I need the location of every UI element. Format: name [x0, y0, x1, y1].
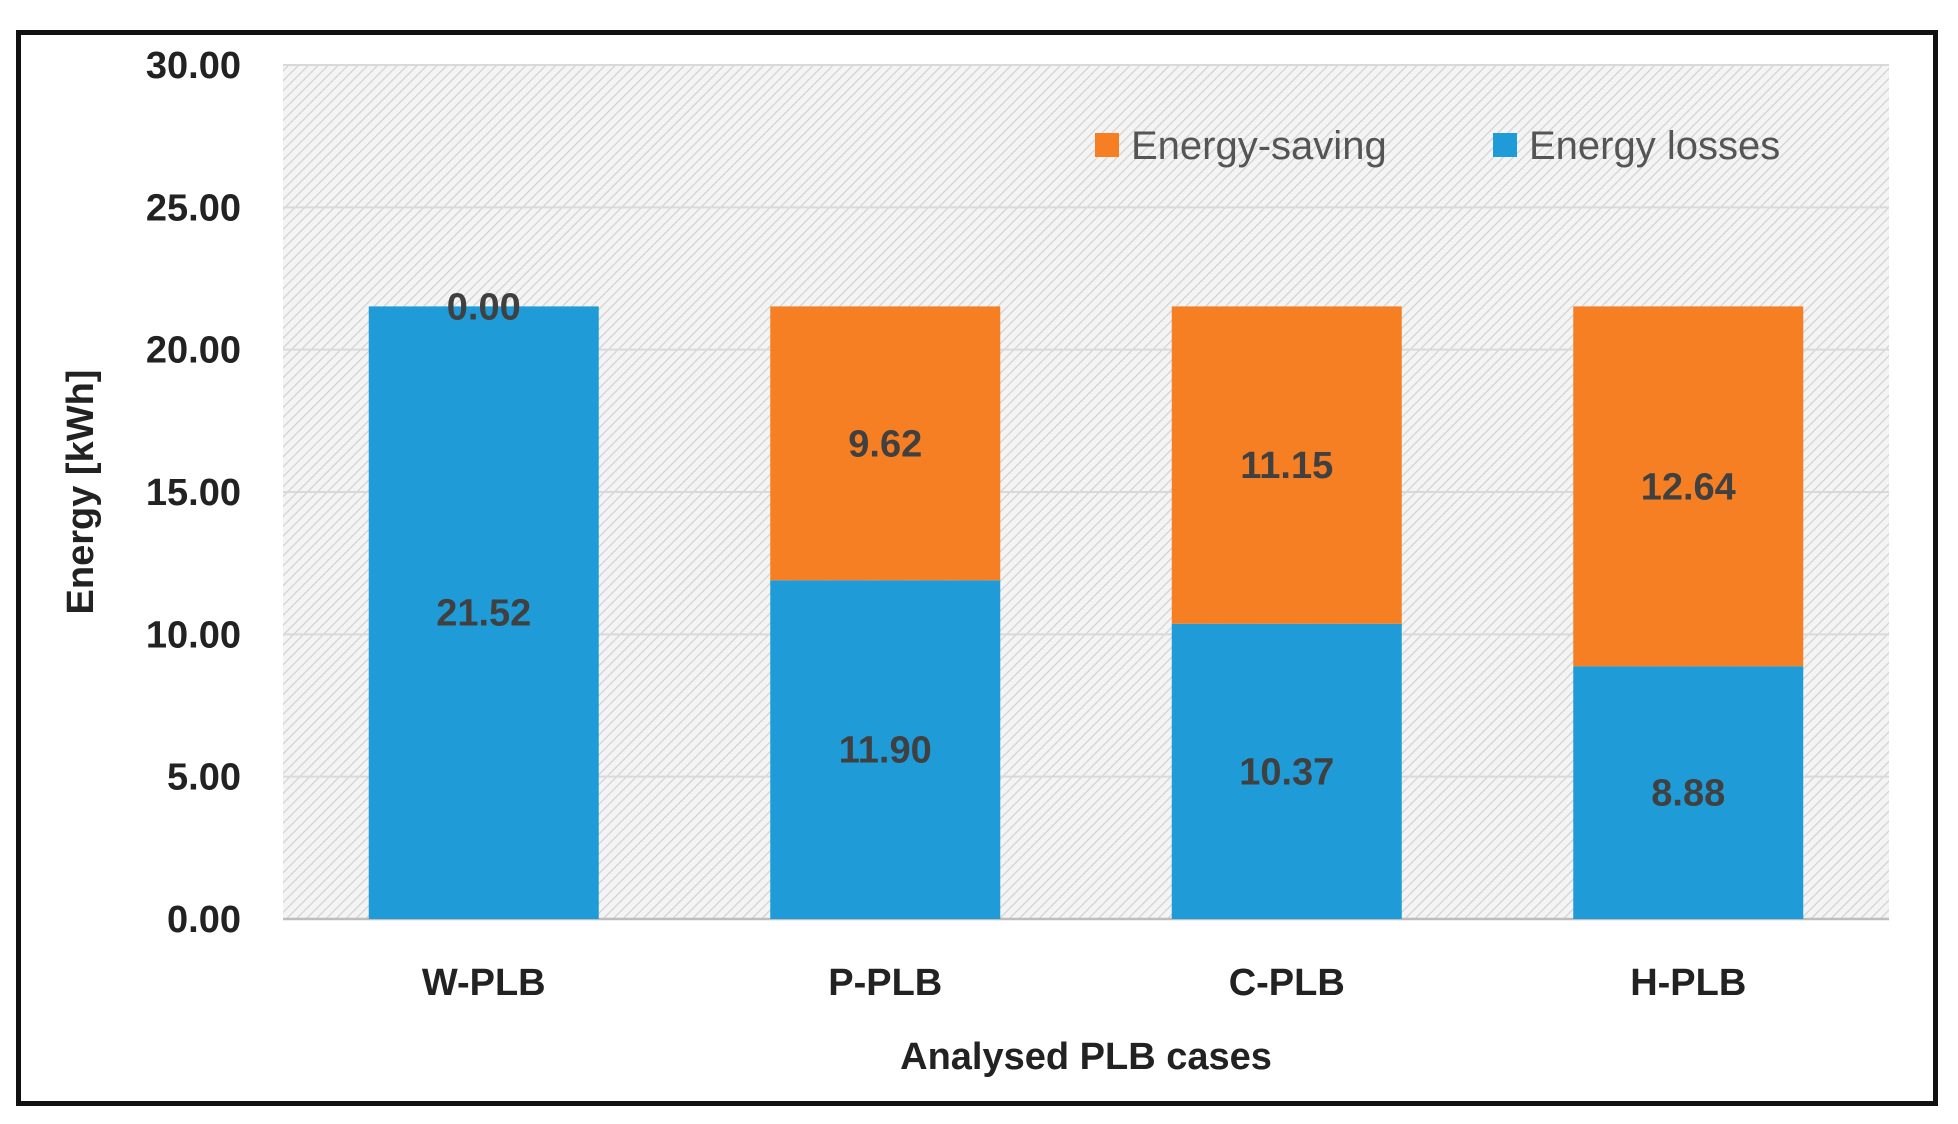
y-axis-title: Energy [kWh] [60, 370, 102, 615]
bar-energy-losses-p-plb [770, 580, 1001, 919]
legend-label: Energy losses [1529, 124, 1780, 168]
data-label: 10.37 [1239, 751, 1334, 793]
y-tick-label: 0.00 [167, 899, 241, 941]
bars [368, 306, 1804, 919]
data-labels: 21.52 0.00 11.90 9.62 10.37 11.15 8.88 12.64 [436, 286, 1736, 814]
y-tick-label: 10.00 [146, 614, 241, 656]
bar-energy-losses-c-plb [1171, 623, 1402, 919]
data-label: 11.15 [1240, 445, 1333, 487]
y-tick-label: 30.00 [146, 45, 241, 87]
x-category-label: P-PLB [828, 962, 942, 1004]
bar-energy-saving-h-plb [1573, 306, 1804, 667]
legend: Energy-saving Energy losses [1095, 124, 1780, 168]
x-axis-title: Analysed PLB cases [900, 1036, 1272, 1078]
data-label: 9.62 [848, 423, 922, 465]
y-tick-label: 15.00 [146, 472, 241, 514]
x-axis-category-labels: W-PLB P-PLB C-PLB H-PLB [422, 962, 1746, 1004]
legend-swatch [1493, 133, 1517, 157]
x-category-label: W-PLB [422, 962, 546, 1004]
bar-energy-losses-h-plb [1573, 666, 1804, 919]
x-category-label: H-PLB [1630, 962, 1746, 1004]
bar-energy-saving-c-plb [1171, 306, 1402, 624]
bar-energy-saving-p-plb [770, 306, 1001, 581]
x-category-label: C-PLB [1229, 962, 1345, 1004]
y-tick-label: 25.00 [146, 187, 241, 229]
bar-energy-losses-w-plb [368, 306, 599, 919]
data-label: 0.00 [447, 286, 521, 328]
stacked-bar-chart: 0.00 5.00 10.00 15.00 20.00 25.00 30.00 21.52 0… [60, 45, 1889, 1078]
y-axis-tick-labels: 0.00 5.00 10.00 15.00 20.00 25.00 30.00 [146, 45, 241, 941]
y-tick-label: 5.00 [167, 757, 241, 799]
data-label: 12.64 [1641, 466, 1736, 508]
legend-swatch [1095, 133, 1119, 157]
data-label: 11.90 [839, 730, 932, 772]
data-label: 8.88 [1651, 773, 1725, 815]
data-label: 21.52 [436, 593, 531, 635]
y-tick-label: 20.00 [146, 330, 241, 372]
chart-frame: 0.00 5.00 10.00 15.00 20.00 25.00 30.00 21.52 0… [16, 30, 1938, 1106]
legend-label: Energy-saving [1131, 124, 1387, 168]
